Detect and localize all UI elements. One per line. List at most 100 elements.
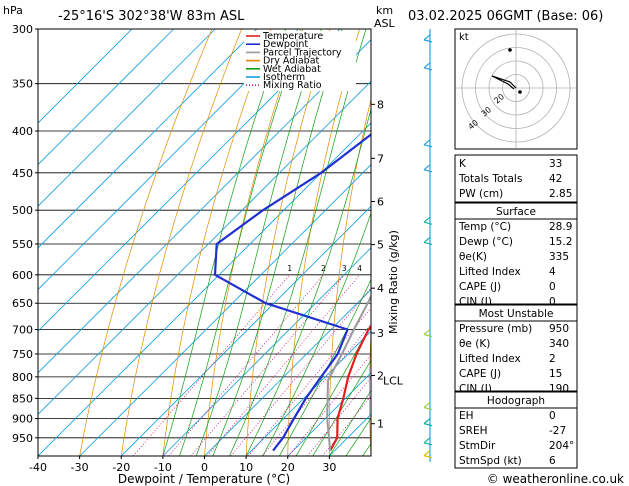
pressure-tick-label: 700 [12,324,33,337]
legend-entry: Temperature [262,31,323,42]
km-tick-label: 5 [377,239,384,252]
series-parcel-trajectory [326,294,371,451]
wet-adiabat [195,29,322,456]
hodograph-table-row-value: 6 [549,455,556,467]
pressure-tick-label: 400 [12,125,33,138]
hodograph-table-title: Hodograph [487,395,545,407]
mixing-ratio-label: 3 [342,264,347,273]
pressure-tick-label: 900 [12,413,33,426]
wind-barb-flag [423,442,433,446]
legend-entry: Isotherm [263,72,305,83]
dry-adiabat [204,29,301,456]
most-unstable-row-value: 15 [549,368,562,380]
isotherm-line [38,80,371,415]
surface-row-value: 4 [549,266,556,278]
temperature-tick-label: 0 [201,461,208,474]
pressure-tick-label: 950 [12,432,33,445]
wind-barb [423,329,431,335]
most-unstable-row-label: θe (K) [459,338,490,350]
mixing-ratio-line [190,274,345,456]
location-title: -25°16'S 302°38'W 83m ASL [58,9,245,24]
wind-barb [423,437,431,444]
isotherm-line [162,247,371,456]
temperature-tick-label: 20 [281,461,295,474]
wind-barb [423,237,431,243]
wind-barb [423,450,431,457]
surface-row-label: Lifted Index [459,266,521,278]
wind-barb-flag [423,333,433,338]
wet-adiabat [179,29,304,456]
isotherm-line [38,29,216,207]
pressure-tick-label: 750 [12,348,33,361]
most-unstable-row-label: CAPE (J) [459,368,501,380]
temperature-tick-label: -10 [154,461,172,474]
surface-row-label: CAPE (J) [459,281,501,293]
mixing-ratio-line [247,307,371,456]
datetime-title: 03.02.2025 06GMT (Base: 06) [408,9,603,24]
hodograph-table-row-value: -27 [549,425,566,437]
wind-barb-flag [423,144,433,148]
isotherm-line [38,122,371,456]
copyright: © weatheronline.co.uk [487,472,624,486]
wet-adiabat [329,390,371,456]
most-unstable-row-label: Pressure (mb) [459,323,532,335]
legend-entry: Wet Adiabat [263,64,321,75]
plot-frame [37,28,372,457]
x-axis-label: Dewpoint / Temperature (°C) [118,472,290,486]
wind-barb-flag [423,455,433,459]
mixing-ratio-line [132,274,291,456]
isotherm-line [120,205,371,456]
km-tick-label: 7 [377,152,384,165]
surface-row-label: θe(K) [459,251,487,263]
index-row-value: 42 [549,173,562,185]
isotherm-line [38,29,133,124]
wet-adiabat [279,278,371,456]
wind-barb [423,418,431,425]
wet-adiabat [212,29,343,456]
hodograph-table-row-value: 0 [549,410,556,422]
hodograph-table-row-value: 204° [549,440,574,452]
pressure-tick-label: 800 [12,371,33,384]
wind-barb [423,62,431,69]
isotherm-line [287,372,371,456]
wet-adiabat [262,212,371,456]
dry-adiabat [409,29,449,456]
dry-adiabat [162,29,272,456]
index-row-label: K [459,158,467,170]
legend-entry: Parcel Trajectory [263,47,342,58]
legend-entry: Dewpoint [263,39,308,50]
km-tick-label: 4 [377,282,384,295]
km-tick-label: 2 [377,370,384,383]
dry-adiabat [369,326,371,456]
surface-row-label: Temp (°C) [458,221,511,233]
wind-barb-flag [423,241,433,246]
mixing-ratio-label: 6 [380,264,385,273]
pressure-tick-label: 550 [12,238,33,251]
most-unstable-row-value: 340 [549,338,569,350]
hodograph-point [508,48,512,52]
wind-barb-flag [423,67,433,71]
isotherm-line [79,164,371,456]
index-row-label: PW (cm) [459,188,503,200]
wind-barb-column [423,29,433,462]
mixing-ratio-line [206,274,360,456]
hodograph-table-row-label: StmDir [459,440,496,452]
storm-motion-point [518,90,522,94]
wet-adiabat [295,324,371,456]
surface-row-value: 0 [549,296,556,308]
pressure-tick-label: 450 [12,167,33,180]
mixing-ratio-label: 10 [407,264,417,273]
series-temperature [329,324,371,452]
mixing-ratio-line [287,353,371,456]
index-row-value: 33 [549,158,562,170]
wind-barb [423,164,431,171]
mixing-ratio-label: 2 [321,264,326,273]
wind-barb-flag [423,423,433,427]
temperature-tick-label: 30 [322,461,336,474]
hodograph-unit: kt [459,32,469,43]
lcl-label: LCL [383,374,404,387]
asl-unit: ASL [374,17,396,30]
wind-barb [423,139,431,146]
